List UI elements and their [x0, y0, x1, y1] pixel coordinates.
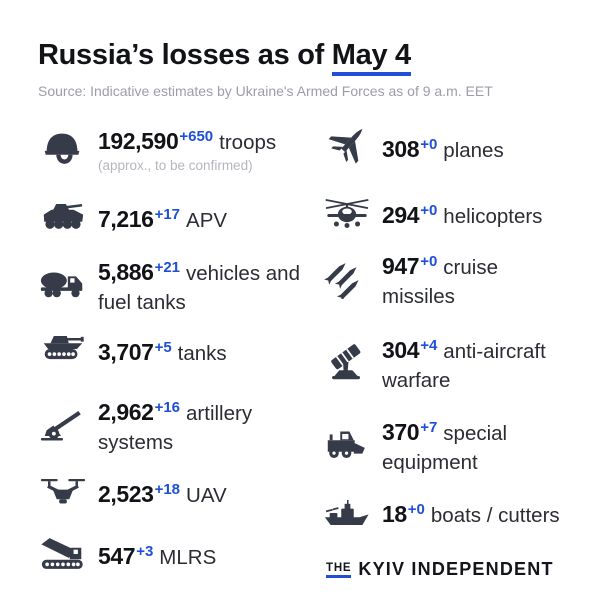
stat-label: anti-aircraft warfare: [382, 340, 546, 392]
stat-delta: +0: [420, 135, 438, 153]
stat-value: 3,707: [98, 338, 154, 365]
title-prefix: Russia’s losses as of: [38, 39, 332, 71]
stat-delta: +16: [154, 399, 181, 416]
stat-row-anti-aircraft: 304+4 anti-aircraft warfare: [322, 331, 570, 395]
stat-delta: +4: [420, 337, 438, 354]
fuel-truck-icon: [38, 265, 88, 305]
stat-label: vehicles and fuel tanks: [98, 262, 300, 314]
stat-value: 304: [382, 337, 420, 363]
stat-delta: +0: [407, 500, 425, 518]
stat-delta: +7: [420, 419, 438, 436]
stat-label: cruise missiles: [382, 256, 498, 308]
stat-delta: +650: [179, 128, 214, 145]
stat-value: 370: [382, 419, 420, 445]
stat-delta: +21: [154, 259, 181, 276]
logo-name: KYIV INDEPENDENT: [358, 559, 554, 579]
stat-label: special equipment: [382, 422, 508, 474]
stat-value: 2,523: [98, 480, 154, 507]
stat-delta: +5: [154, 338, 172, 356]
apc-icon: [38, 197, 88, 237]
stat-row-helicopters: 294+0 helicopters: [322, 193, 570, 233]
page-title: Russia’s losses as of May 4: [38, 38, 570, 76]
helmet-icon: [38, 128, 88, 168]
stat-row-troops: 192,590+650 troops (approx., to be confirm…: [38, 122, 310, 174]
stat-row-tanks: 3,707+5 tanks: [38, 330, 310, 370]
stats-column-left: 192,590+650 troops (approx., to be confirm…: [38, 122, 310, 580]
stat-delta: +3: [136, 542, 154, 560]
stat-row-mlrs: 547+3 MLRS: [38, 534, 310, 574]
logo-the: THE: [326, 562, 352, 578]
stat-label: boats / cutters: [430, 503, 560, 527]
stat-value: 2,962: [98, 399, 154, 425]
stat-label: UAV: [186, 483, 227, 507]
tank-icon: [38, 330, 88, 370]
stat-label: planes: [443, 138, 504, 162]
stat-value: 5,886: [98, 259, 154, 285]
stats-grid: 192,590+650 troops (approx., to be confirm…: [38, 122, 570, 580]
stat-row-special-equipment: 370+7 special equipment: [322, 413, 570, 477]
stat-label: APV: [186, 208, 228, 232]
skid-loader-icon: [322, 425, 372, 465]
howitzer-icon: [38, 405, 88, 445]
stat-value: 192,590: [98, 128, 179, 154]
fighter-jet-icon: [322, 127, 372, 167]
stat-row-cruise-missiles: 947+0 cruise missiles: [322, 247, 570, 311]
stat-delta: +18: [154, 480, 181, 498]
stat-note: (approx., to be confirmed): [98, 158, 253, 173]
stat-row-uav: 2,523+18 UAV: [38, 472, 310, 512]
stat-row-apv: 7,216+17 APV: [38, 197, 310, 237]
stat-label: tanks: [177, 341, 227, 365]
stat-delta: +0: [420, 253, 438, 270]
aa-launcher-icon: [322, 343, 372, 383]
stat-value: 294: [382, 201, 420, 228]
stat-row-vehicles: 5,886+21 vehicles and fuel tanks: [38, 253, 310, 317]
stat-value: 947: [382, 253, 420, 279]
stat-label: helicopters: [443, 204, 543, 228]
drone-icon: [38, 472, 88, 512]
stat-value: 547: [98, 542, 136, 569]
kyiv-independent-logo: THE KYIV INDEPENDENT: [326, 559, 570, 580]
stat-row-planes: 308+0 planes: [322, 127, 570, 167]
source-line: Source: Indicative estimates by Ukraine'…: [38, 83, 493, 99]
missiles-icon: [322, 259, 372, 299]
stat-value: 7,216: [98, 205, 154, 232]
warship-icon: [322, 492, 372, 532]
stat-label: artillery systems: [98, 402, 253, 454]
title-date-underlined: May 4: [331, 39, 411, 76]
stat-value: 308: [382, 135, 420, 162]
stat-delta: +17: [154, 205, 181, 223]
stat-delta: +0: [420, 201, 438, 219]
mlrs-launcher-icon: [38, 534, 88, 574]
stat-value: 18: [382, 500, 407, 527]
stat-label: MLRS: [159, 545, 217, 569]
stat-row-boats: 18+0 boats / cutters: [322, 492, 570, 532]
stats-column-right: 308+0 planes 294+0 helicopters: [322, 122, 570, 580]
helicopter-icon: [322, 193, 372, 233]
stat-label: troops: [219, 131, 277, 154]
stat-row-artillery: 2,962+16 artillery systems: [38, 393, 310, 457]
